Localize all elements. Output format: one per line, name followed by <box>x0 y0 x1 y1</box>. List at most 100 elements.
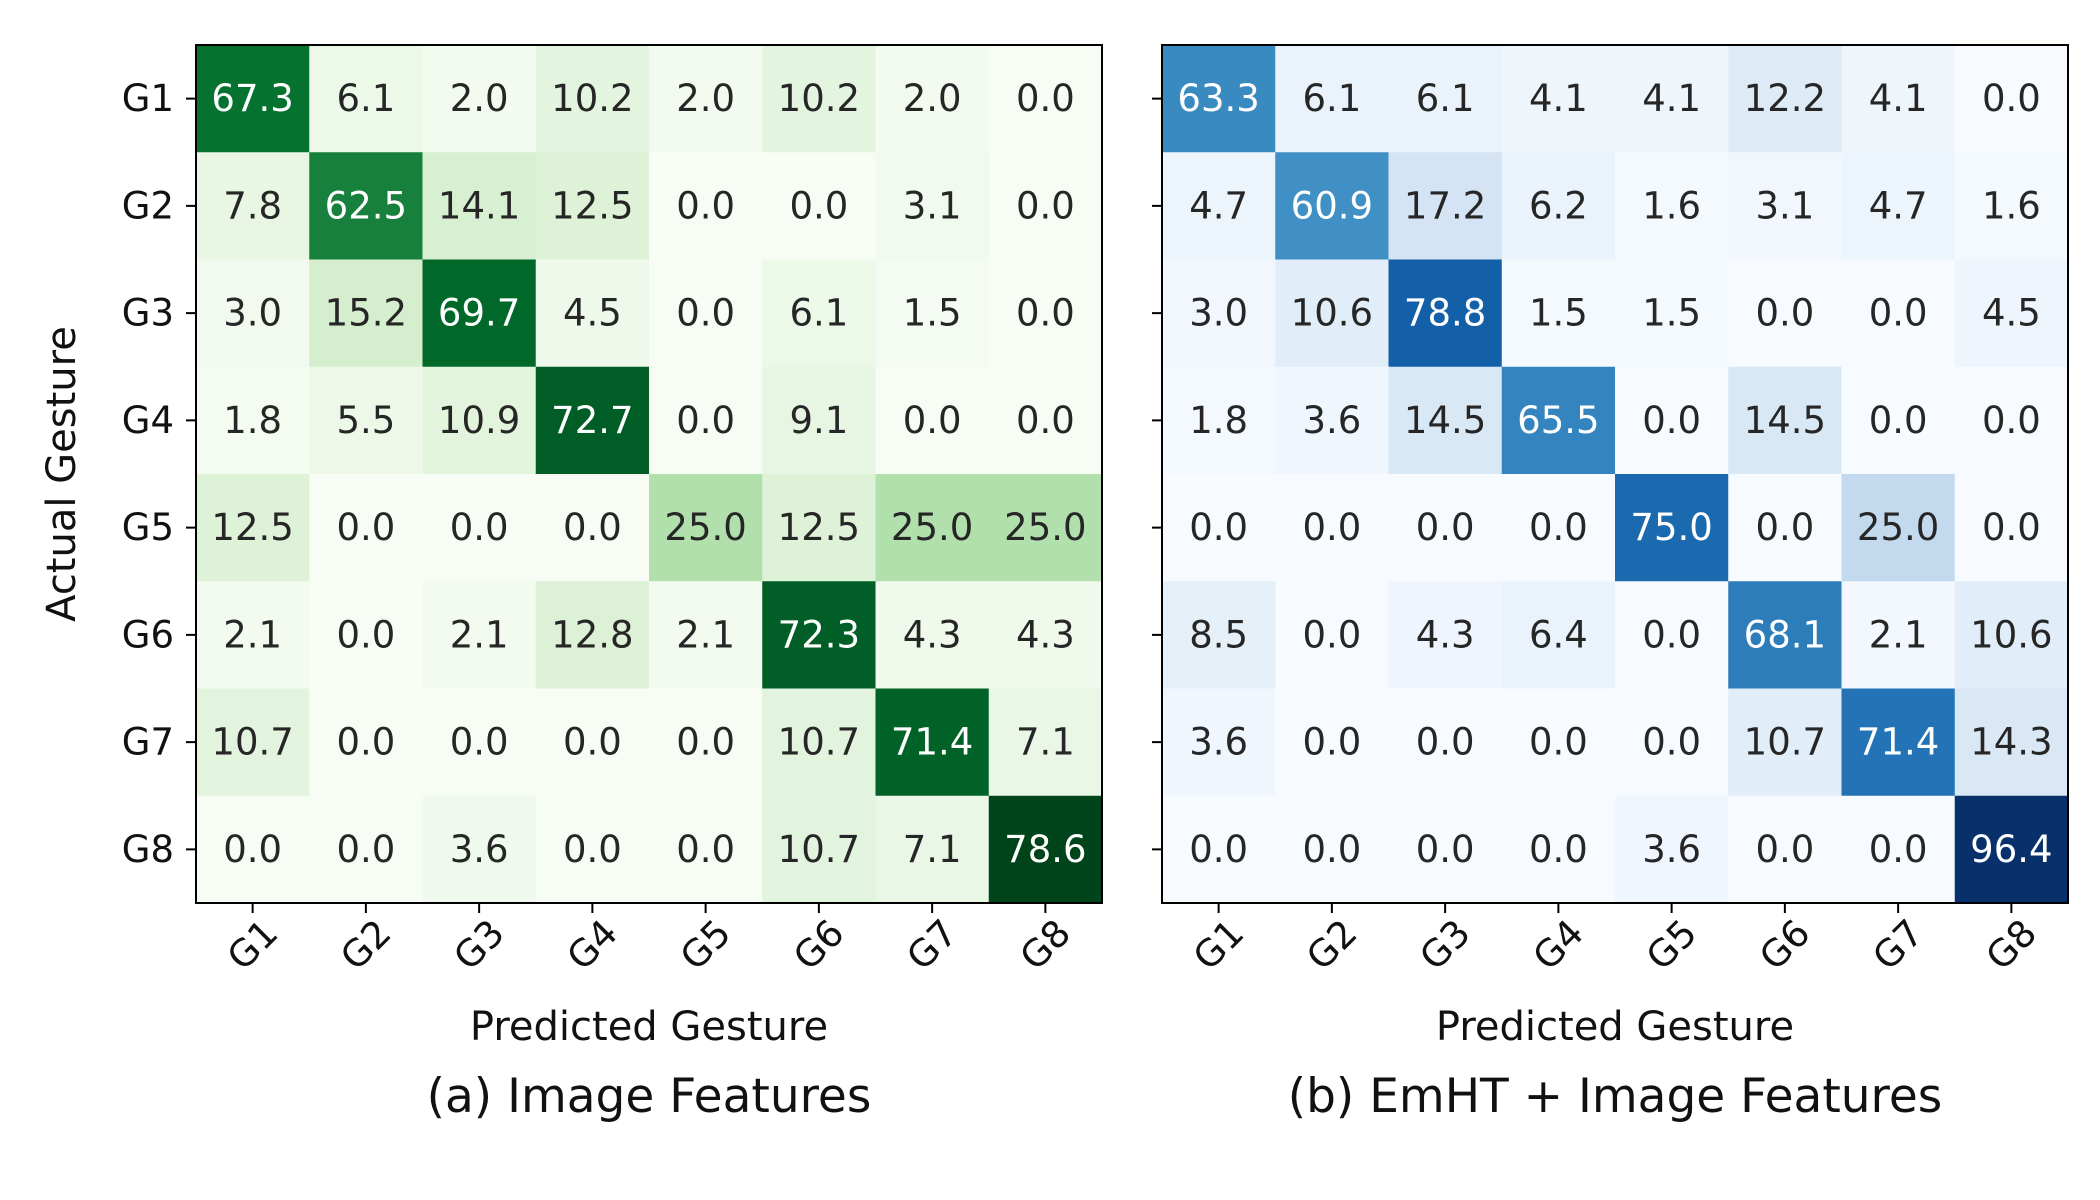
x-tick-label: G5 <box>672 911 739 978</box>
heatmap-cell <box>1388 474 1503 582</box>
heatmap-cell <box>1615 152 1729 260</box>
cell-value-label: 6.4 <box>1529 613 1588 656</box>
cell-value-label: 14.5 <box>1744 399 1826 442</box>
cell-value-label: 4.5 <box>563 292 622 335</box>
cell-value-label: 5.5 <box>336 399 395 442</box>
cell-value-label: 0.0 <box>1529 506 1588 549</box>
heatmap-cell <box>649 688 763 797</box>
cell-value-label: 6.1 <box>1302 77 1361 120</box>
heatmap-cell <box>535 259 650 368</box>
cell-value-label: 25.0 <box>1857 506 1939 549</box>
x-axis-title: Predicted Gesture <box>1436 1004 1794 1050</box>
heatmap-cell <box>309 366 423 475</box>
heatmap-cell <box>196 581 310 689</box>
cell-value-label: 0.0 <box>676 399 735 442</box>
heatmap-cell <box>1954 45 2069 153</box>
cell-value-label: 0.0 <box>1869 828 1928 871</box>
cell-value-label: 2.0 <box>450 77 509 120</box>
heatmap-cell <box>422 259 537 368</box>
cell-value-label: 78.8 <box>1404 292 1486 335</box>
cell-value-label: 71.4 <box>891 721 973 764</box>
y-tick-label: G4 <box>122 399 174 442</box>
heatmap-cell <box>1501 152 1616 260</box>
heatmap-cell <box>1162 795 1276 904</box>
x-tick-label: G4 <box>1525 911 1592 978</box>
cell-value-label: 7.8 <box>223 184 282 227</box>
cell-value-label: 6.1 <box>1416 77 1475 120</box>
cell-value-label: 0.0 <box>1869 292 1928 335</box>
heatmap-cell <box>309 45 423 153</box>
x-tick-label: G2 <box>332 911 399 978</box>
panel-caption: (a) Image Features <box>427 1069 872 1124</box>
heatmap-cell <box>309 795 423 904</box>
heatmap-cell <box>309 152 423 260</box>
heatmap-cell <box>1841 688 1956 797</box>
cell-value-label: 7.1 <box>1016 721 1075 764</box>
cell-value-label: 6.1 <box>336 77 395 120</box>
cell-value-label: 1.5 <box>1529 292 1588 335</box>
cell-value-label: 0.0 <box>336 506 395 549</box>
y-tick-label: G1 <box>122 77 174 120</box>
cell-value-label: 0.0 <box>1016 77 1075 120</box>
heatmap-cell <box>535 474 650 582</box>
cell-value-label: 25.0 <box>664 506 746 549</box>
heatmap-cell <box>1728 366 1842 475</box>
cell-value-label: 4.1 <box>1529 77 1588 120</box>
heatmap-cell <box>762 795 876 904</box>
cell-value-label: 4.7 <box>1189 184 1248 227</box>
cell-value-label: 69.7 <box>438 292 520 335</box>
cell-value-label: 25.0 <box>1004 506 1086 549</box>
cell-value-label: 2.1 <box>223 613 282 656</box>
heatmap-cell <box>762 45 876 153</box>
cell-value-label: 12.2 <box>1744 77 1826 120</box>
heatmap-cell <box>1162 366 1276 475</box>
heatmap-cell <box>649 474 763 582</box>
heatmap-cell <box>1954 474 2069 582</box>
cell-value-label: 0.0 <box>676 721 735 764</box>
heatmap-cell <box>875 581 990 689</box>
cell-value-label: 0.0 <box>1302 828 1361 871</box>
cell-value-label: 71.4 <box>1857 721 1939 764</box>
x-tick-label: G3 <box>445 911 512 978</box>
cell-value-label: 15.2 <box>325 292 407 335</box>
cell-value-label: 12.5 <box>551 184 633 227</box>
heatmap-cell <box>309 259 423 368</box>
cell-value-label: 2.0 <box>903 77 962 120</box>
heatmap-cell <box>1841 259 1956 368</box>
heatmap-cell <box>1954 152 2069 260</box>
heatmap-cell <box>1841 152 1956 260</box>
cell-value-label: 10.7 <box>211 721 293 764</box>
heatmap-cell <box>196 474 310 582</box>
heatmap-cell <box>1501 688 1616 797</box>
heatmap-cell <box>649 259 763 368</box>
heatmap-cell <box>1728 795 1842 904</box>
cell-value-label: 96.4 <box>1970 828 2052 871</box>
heatmap-cell <box>649 366 763 475</box>
cell-value-label: 12.5 <box>778 506 860 549</box>
heatmap-cell <box>875 795 990 904</box>
cell-value-label: 67.3 <box>211 77 293 120</box>
heatmap-cell <box>988 45 1103 153</box>
heatmap-cell <box>649 152 763 260</box>
cell-value-label: 14.1 <box>438 184 520 227</box>
cell-value-label: 1.5 <box>1642 292 1701 335</box>
heatmap-cell <box>1388 795 1503 904</box>
cell-value-label: 0.0 <box>1982 77 2041 120</box>
cell-value-label: 0.0 <box>1869 399 1928 442</box>
y-tick-label: G6 <box>122 613 174 656</box>
cell-value-label: 10.6 <box>1970 613 2052 656</box>
heatmap-cell <box>875 688 990 797</box>
cell-value-label: 4.1 <box>1642 77 1701 120</box>
heatmap-cell <box>1275 581 1389 689</box>
cell-value-label: 2.1 <box>1869 613 1928 656</box>
cell-value-label: 0.0 <box>1416 506 1475 549</box>
cell-value-label: 0.0 <box>1189 506 1248 549</box>
heatmap-cell <box>1162 474 1276 582</box>
cell-value-label: 4.3 <box>1016 613 1075 656</box>
heatmap-cell <box>1728 259 1842 368</box>
cell-value-label: 14.5 <box>1404 399 1486 442</box>
heatmap-cell <box>762 152 876 260</box>
cell-value-label: 3.6 <box>1642 828 1701 871</box>
heatmap-cell <box>1615 366 1729 475</box>
heatmap-cell <box>1728 581 1842 689</box>
